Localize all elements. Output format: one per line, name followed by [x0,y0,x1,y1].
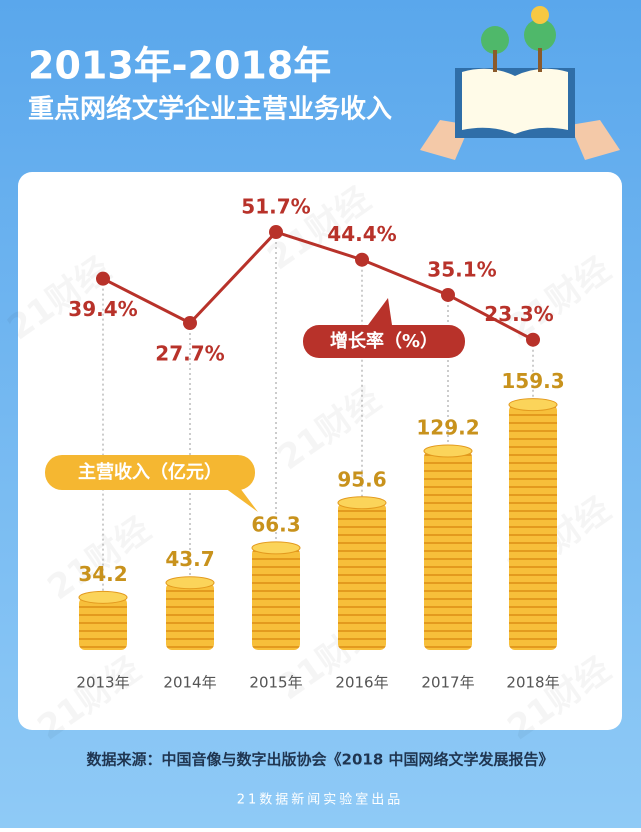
x-tick-label: 2015年 [249,674,302,692]
growth-point [183,316,197,331]
bar-value-label: 159.3 [501,369,564,393]
coin-stack [79,597,127,650]
x-tick-label: 2017年 [421,674,474,692]
coin-top [423,444,473,458]
coin-stack [509,404,557,650]
legend-label: 增长率（%） [330,330,438,352]
bar-value-label: 129.2 [416,416,479,440]
book-illustration [420,6,620,160]
coin-top [337,496,387,510]
x-tick-label: 2018年 [506,674,559,692]
growth-line [102,230,534,342]
growth-point [526,332,540,347]
coin-top [165,576,215,590]
growth-value-label: 35.1% [427,257,496,281]
coin-top [508,398,558,412]
coin-stack [166,582,214,650]
growth-value-label: 44.4% [327,222,396,246]
growth-point [355,252,369,267]
growth-value-label: 27.7% [155,342,224,366]
x-tick-label: 2013年 [76,674,129,692]
coin-stack [338,502,386,650]
x-tick-label: 2014年 [163,674,216,692]
growth-point [96,271,110,286]
growth-point [269,225,283,240]
source: 数据来源：中国音像与数字出版协会《2018 中国网络文学发展报告》 [87,751,554,769]
subtitle: 重点网络文学企业主营业务收入 [28,94,392,125]
bar-value-label: 66.3 [251,512,300,536]
growth-badge: 增长率（%） [303,298,465,358]
bar-value-label: 34.2 [78,562,127,586]
x-tick-label: 2016年 [335,674,388,692]
growth-value-label: 23.3% [484,302,553,326]
bar-value-label: 95.6 [337,467,386,491]
growth-value-label: 39.4% [68,297,137,321]
coin-top [78,590,128,604]
bar-value-label: 43.7 [165,547,214,571]
coin-stack [252,547,300,650]
revenue-badge: 主营收入（亿元） [45,455,258,512]
legend-label: 主营收入（亿元） [78,461,222,483]
coin-stack [424,451,472,650]
credit: 21数据新闻实验室出品 [237,792,404,808]
title: 2013年-2018年 [28,44,331,88]
coin-top [251,541,301,555]
growth-value-label: 51.7% [241,195,310,219]
growth-point [441,287,455,302]
